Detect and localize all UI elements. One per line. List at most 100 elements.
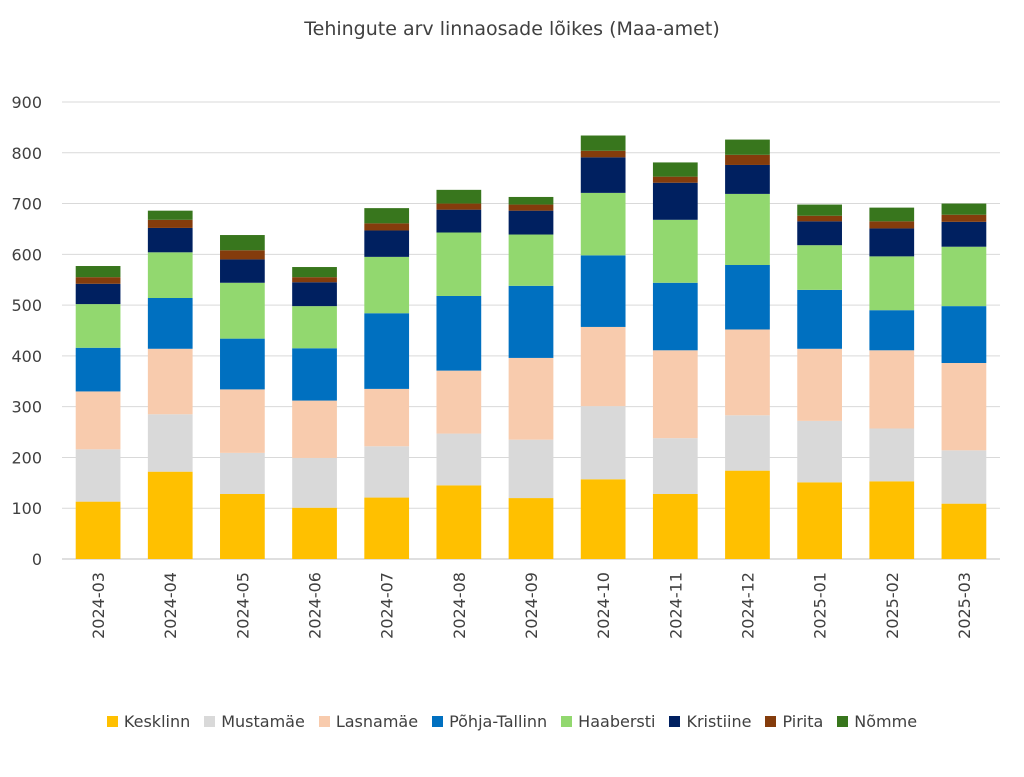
bar-segment bbox=[147, 227, 193, 253]
bar-segment bbox=[797, 482, 842, 559]
bar-segment bbox=[797, 348, 842, 421]
bar-segment bbox=[797, 289, 842, 349]
bar-segment bbox=[652, 219, 698, 283]
bar-segment bbox=[75, 277, 121, 284]
bar-segment bbox=[364, 256, 410, 314]
bar-segment bbox=[580, 150, 626, 158]
legend-label: Lasnamäe bbox=[335, 712, 419, 731]
bar-segment bbox=[725, 415, 770, 471]
bar-segment bbox=[797, 215, 842, 222]
bar-segment bbox=[436, 232, 482, 296]
legend-item: Kesklinn bbox=[106, 712, 191, 731]
bar-segment bbox=[652, 182, 698, 220]
bar-segment bbox=[941, 306, 987, 363]
bar-segment bbox=[292, 277, 337, 283]
bar-segment bbox=[220, 338, 265, 390]
bar-segment bbox=[292, 282, 337, 307]
bar-segment bbox=[580, 157, 626, 193]
bar-segment bbox=[75, 266, 121, 278]
bar-segment bbox=[220, 259, 265, 283]
legend-item: Nõmme bbox=[837, 712, 917, 731]
y-tick-label: 100 bbox=[11, 499, 42, 518]
x-tick-label: 2024-12 bbox=[738, 572, 757, 639]
bar-segment bbox=[436, 203, 482, 210]
bar-segment bbox=[436, 485, 482, 559]
bar-segment bbox=[75, 283, 121, 305]
bar-segment bbox=[364, 208, 410, 224]
legend-swatch bbox=[837, 716, 849, 727]
legend-item: Pirita bbox=[765, 712, 823, 731]
bar-segment bbox=[869, 310, 915, 351]
legend-item: Haabersti bbox=[561, 712, 655, 731]
legend-label: Põhja-Tallinn bbox=[449, 712, 548, 731]
bar-segment bbox=[220, 494, 265, 559]
bar-segment bbox=[652, 162, 698, 177]
bar-segment bbox=[652, 438, 698, 495]
bar-segment bbox=[508, 285, 554, 358]
x-tick-label: 2024-09 bbox=[522, 572, 541, 639]
legend-label: Kristiine bbox=[686, 712, 752, 731]
y-tick-label: 700 bbox=[11, 195, 42, 214]
y-tick-label: 0 bbox=[32, 550, 42, 569]
bar-segment bbox=[725, 329, 770, 416]
bar-segment bbox=[220, 282, 265, 339]
bar-segment bbox=[75, 347, 121, 392]
bar-segment bbox=[364, 313, 410, 389]
legend-item: Mustamäe bbox=[204, 712, 305, 731]
bar-segment bbox=[508, 498, 554, 559]
bar-segment bbox=[869, 221, 915, 229]
bar-segment bbox=[220, 389, 265, 453]
bar-segment bbox=[725, 164, 770, 194]
bar-segment bbox=[147, 252, 193, 299]
bar-segment bbox=[292, 306, 337, 349]
bar-segment bbox=[941, 203, 987, 215]
bar-segment bbox=[292, 457, 337, 508]
legend: Kesklinn Mustamäe Lasnamäe Põhja-Tallinn Haa… bbox=[0, 712, 1024, 731]
bar-segment bbox=[436, 189, 482, 204]
bar-segment bbox=[220, 235, 265, 251]
bar-segment bbox=[508, 439, 554, 499]
bar-segment bbox=[292, 348, 337, 401]
bar-segment bbox=[508, 204, 554, 211]
bar-segment bbox=[869, 428, 915, 482]
bar-segment bbox=[220, 452, 265, 495]
bar-segment bbox=[508, 196, 554, 205]
bar-segment bbox=[580, 192, 626, 256]
bar-segment bbox=[797, 204, 842, 216]
y-tick-label: 400 bbox=[11, 347, 42, 366]
x-tick-label: 2024-03 bbox=[89, 572, 108, 639]
bar-segment bbox=[364, 388, 410, 447]
y-tick-label: 300 bbox=[11, 398, 42, 417]
bar-segment bbox=[725, 193, 770, 265]
bar-segment bbox=[292, 400, 337, 458]
legend-label: Kesklinn bbox=[123, 712, 191, 731]
bar-segment bbox=[797, 420, 842, 483]
bar-segment bbox=[75, 449, 121, 502]
bar-segment bbox=[436, 295, 482, 371]
y-tick-label: 900 bbox=[11, 93, 42, 112]
x-tick-label: 2024-06 bbox=[306, 572, 325, 639]
bar-segment bbox=[941, 214, 987, 222]
bar-segment bbox=[436, 433, 482, 486]
bar-segment bbox=[725, 470, 770, 559]
bar-segment bbox=[147, 298, 193, 349]
legend-swatch bbox=[561, 716, 573, 727]
bar-segment bbox=[292, 507, 337, 559]
bar-segment bbox=[869, 256, 915, 311]
y-tick-label: 600 bbox=[11, 245, 42, 264]
x-tick-label: 2024-04 bbox=[161, 572, 180, 639]
bar-segment bbox=[147, 471, 193, 559]
bar-segment bbox=[580, 255, 626, 327]
bar-segment bbox=[364, 223, 410, 231]
bar-segment bbox=[869, 228, 915, 257]
bar-segment bbox=[725, 139, 770, 155]
bar-segment bbox=[147, 348, 193, 415]
bar-segment bbox=[292, 267, 337, 278]
bar-segment bbox=[364, 230, 410, 257]
bar-segment bbox=[797, 221, 842, 246]
bar-segment bbox=[941, 450, 987, 504]
bar-segment bbox=[75, 391, 121, 450]
bar-segment bbox=[220, 250, 265, 260]
bar-segment bbox=[508, 210, 554, 235]
